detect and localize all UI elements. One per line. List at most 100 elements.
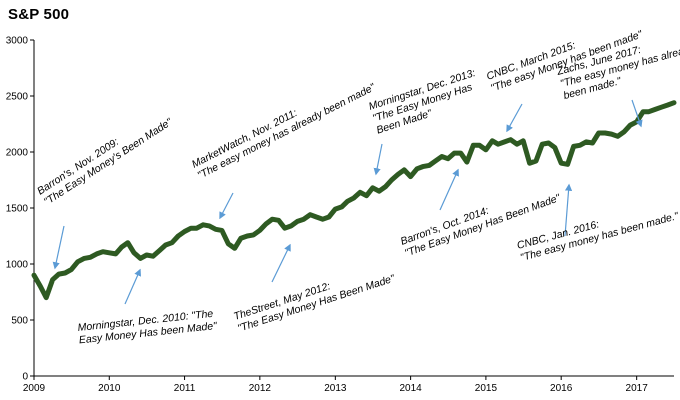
data-point [208,225,211,227]
annotation-morningstar-2010: Morningstar, Dec. 2010: "TheEasy Money H… [77,307,219,346]
data-point [139,257,142,260]
annotation-line: "The Easy Money's Been Made" [42,115,176,208]
data-point [164,244,167,246]
data-point [240,237,242,239]
data-point [378,190,380,192]
price-line-layer [31,100,677,301]
data-point [183,230,186,233]
data-point [509,138,512,141]
x-tick-label: 2014 [399,383,422,394]
data-point [233,247,236,250]
data-point [246,235,249,237]
data-point [95,253,98,255]
data-point [579,144,581,147]
data-point [177,235,179,237]
data-point [39,285,42,288]
data-point [522,140,524,142]
data-point [45,296,47,299]
y-tick-label: 1500 [6,204,29,215]
annotation-arrow [219,192,234,220]
x-tick-label: 2009 [23,383,46,394]
annotation-labels: Barron's, Nov. 2009:"The Easy Money's Be… [35,28,680,346]
data-point [485,149,487,151]
annotation-arrow [271,243,291,283]
data-point [654,108,656,111]
data-point [328,216,330,218]
data-point [597,132,600,134]
data-point [422,165,424,168]
data-point [459,152,462,154]
data-point [585,141,587,143]
annotation-arrow [439,168,459,211]
y-tick-label: 2000 [6,148,29,159]
x-tick-label: 2012 [249,383,272,394]
annotation-arrow [564,183,573,237]
data-point [428,164,431,167]
data-point [145,254,148,256]
data-point [472,144,475,147]
annotation-arrow [124,268,141,305]
data-point [284,227,286,229]
data-point [441,155,443,158]
data-point [190,227,192,229]
x-tick-label: 2015 [475,383,498,394]
data-point [33,274,35,277]
annotation-morningstar-2013: Morningstar, Dec. 2013:"The Easy Money H… [367,67,485,137]
data-point [497,143,499,145]
data-point [309,213,312,216]
data-point [491,140,494,142]
y-tick-label: 500 [11,316,28,327]
annotation-barrons-2009: Barron's, Nov. 2009:"The Easy Money's Be… [35,105,175,208]
data-point [478,144,481,147]
y-tick-label: 1000 [6,260,29,271]
chart-title: S&P 500 [8,6,70,23]
data-point [271,218,274,220]
data-point [152,255,154,257]
annotation-line: "The easy money has already been made" [196,81,379,182]
annotation-arrow [52,225,65,270]
data-point [541,143,543,145]
data-point [635,121,638,123]
data-point [214,228,217,231]
data-point [202,224,204,226]
chart-axes: 0 500 1000 1500 2000 2500 3000 2009 2010 2011 2012… [6,36,674,394]
data-point [171,241,173,244]
data-point [353,197,355,199]
data-point [290,225,293,227]
annotation-arrows [52,99,643,305]
data-point [108,252,111,254]
data-point [76,261,79,263]
y-tick-label: 3000 [6,36,29,47]
data-point [660,106,663,108]
data-point [195,227,198,229]
x-tick-label: 2016 [550,383,573,394]
y-tick-label: 2500 [6,92,29,103]
data-point [403,169,406,171]
annotation-thestreet-2012: TheStreet, May 2012:"The Easy Money Has … [232,260,397,335]
data-point [566,163,569,166]
annotation-arrow [373,143,383,176]
data-point [127,241,129,244]
x-tick-label: 2010 [98,383,121,394]
data-point [516,143,518,145]
data-point [604,132,606,134]
data-point [554,146,556,149]
data-point [629,124,632,126]
data-point [416,168,418,170]
data-point [560,162,562,164]
data-point [322,218,324,220]
data-point [346,200,349,203]
x-tick-label: 2017 [626,383,649,394]
data-point [453,152,456,154]
data-point [51,278,54,281]
data-point [359,191,361,194]
data-point [158,249,161,252]
data-point [591,142,594,144]
data-point [447,157,449,160]
data-point [503,141,506,143]
data-point [89,256,92,259]
data-point [303,218,305,220]
data-point [120,246,123,248]
data-point [610,133,613,135]
